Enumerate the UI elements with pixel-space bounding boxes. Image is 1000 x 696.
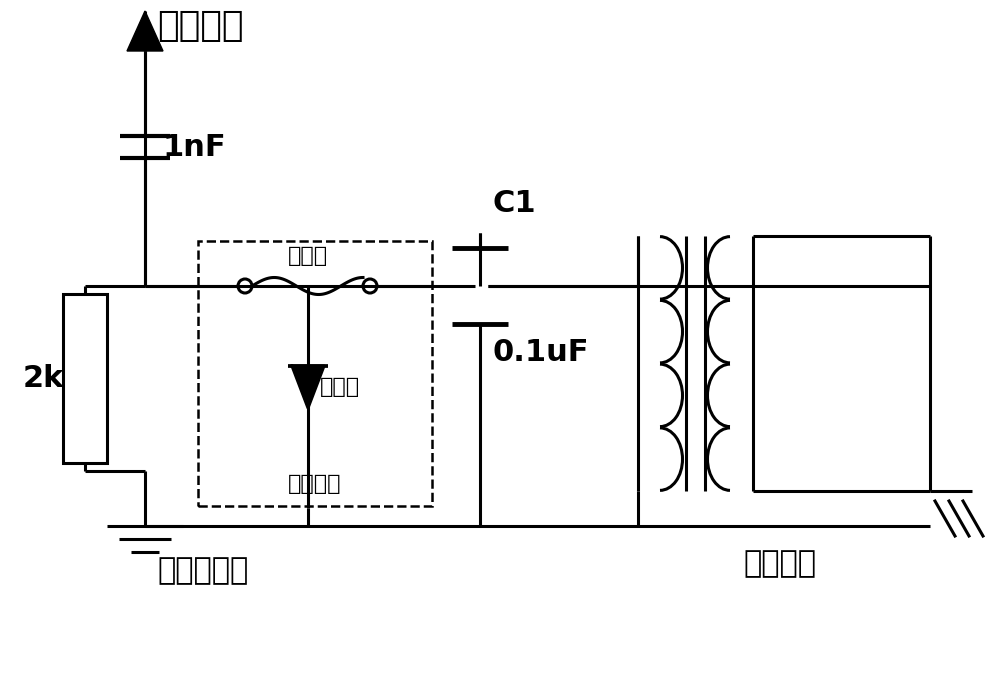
Text: 一次侧地线: 一次侧地线 — [157, 557, 248, 585]
Text: 1nF: 1nF — [163, 132, 227, 161]
Text: C1: C1 — [492, 189, 536, 217]
Text: 0.1uF: 0.1uF — [492, 338, 588, 367]
Bar — [198, 241, 432, 506]
Text: 保险丝: 保险丝 — [287, 246, 328, 266]
Text: 放电管: 放电管 — [320, 377, 360, 397]
Polygon shape — [127, 11, 163, 51]
Polygon shape — [292, 366, 324, 408]
Text: 2k: 2k — [23, 364, 64, 393]
Text: 保护电路: 保护电路 — [288, 474, 342, 494]
Text: 隔离部件: 隔离部件 — [744, 550, 816, 578]
Text: 高压电源: 高压电源 — [157, 9, 243, 43]
Bar — [63, 294, 107, 463]
